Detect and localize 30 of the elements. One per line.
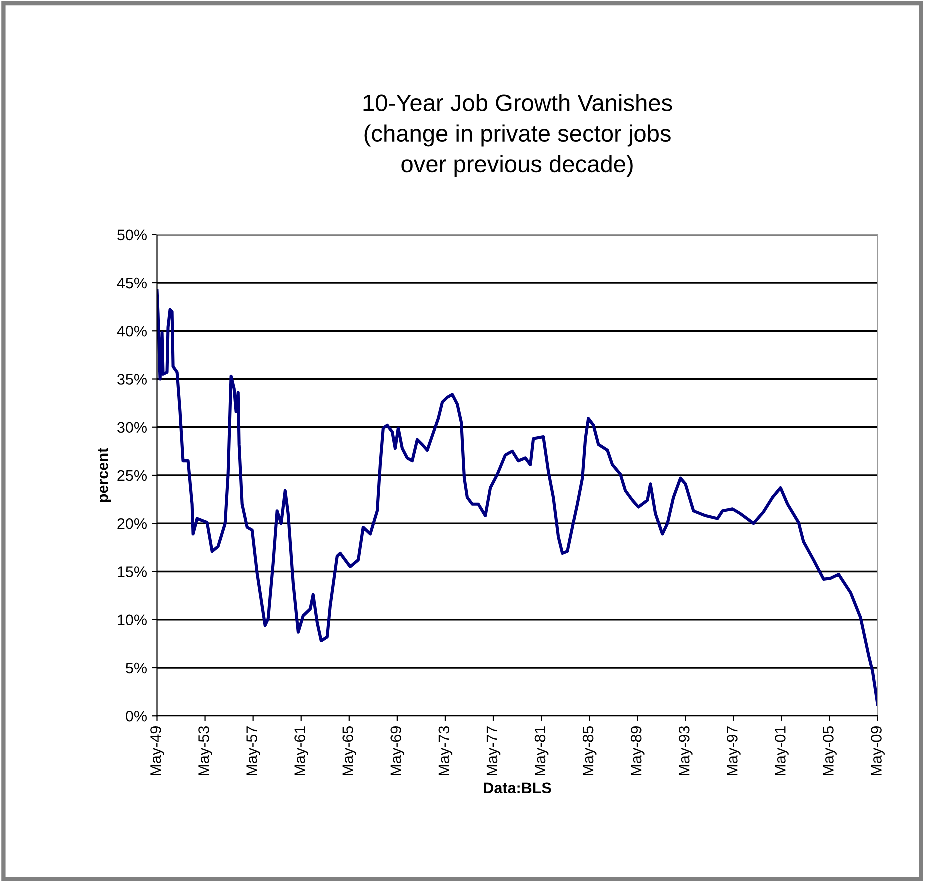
x-tick-label: May-85 [582,726,597,776]
x-tick-label: May-61 [294,726,308,776]
y-tick-label: 5% [126,662,147,674]
x-tick-label: May-93 [678,726,693,776]
x-tick-label: May-81 [534,726,549,776]
x-tick-label: May-01 [775,726,789,776]
x-tick-label: May-73 [438,726,453,776]
y-tick-label: 50% [118,230,147,241]
x-tick-label: May-97 [726,726,741,776]
y-tick-label: 25% [118,470,147,482]
y-tick-label: 45% [117,278,147,289]
x-tick-label: May-69 [390,726,405,776]
y-tick-label: 15% [118,566,147,578]
y-tick-label: 30% [118,422,147,434]
chart-title: 10-Year Job Growth Vanishes (change in private sector jobs over previous decade) [364,94,672,178]
x-tick-label: May-89 [630,726,645,776]
x-tick-label: May-49 [150,726,164,776]
y-axis-title: percent [98,448,112,502]
x-tick-label: May-09 [871,726,885,776]
x-axis-title: Data:BLS [484,782,552,794]
x-tick-label: May-05 [823,726,837,776]
x-tick-label: May-77 [486,726,501,776]
x-tick-label: May-57 [246,726,260,776]
x-tick-label: May-65 [342,726,357,776]
y-tick-label: 40% [117,326,147,337]
x-tick-label: May-53 [198,726,212,776]
y-tick-label: 10% [118,614,147,626]
y-tick-label: 35% [118,374,147,385]
y-tick-label: 0% [126,710,147,722]
y-tick-label: 20% [118,518,147,530]
